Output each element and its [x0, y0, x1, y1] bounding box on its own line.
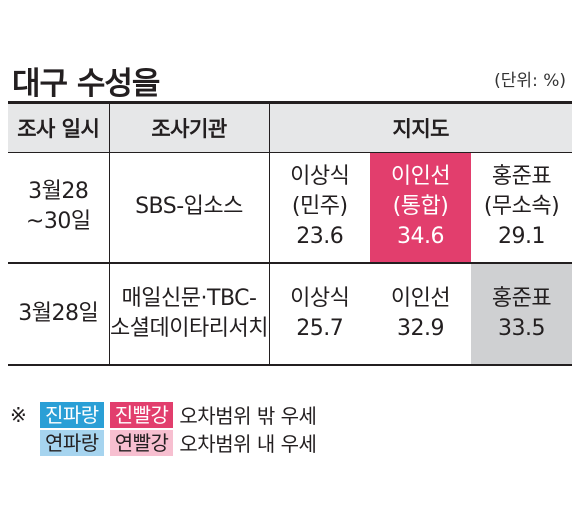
legend-line-outside-margin: ※ 진파랑 진빨강 오차범위 밖 우세 — [10, 400, 317, 429]
table-header-row: 조사 일시 조사기관 지지도 — [8, 102, 573, 153]
candidate-cell: 이상식 25.7 — [268, 262, 370, 365]
legend-badge-light-red: 연빨강 — [109, 429, 174, 456]
candidate-name: 홍준표 — [491, 164, 552, 190]
legend-line-within-margin: 연파랑 연빨강 오차범위 내 우세 — [10, 428, 317, 457]
candidate-value: 34.6 — [397, 224, 444, 250]
legend-badge-dark-blue: 진파랑 — [40, 401, 104, 428]
candidate-value: 29.1 — [498, 224, 545, 250]
candidate-name: 이인선 — [390, 164, 451, 190]
row-date: 3월28 ~30일 — [25, 179, 91, 235]
legend-text: 오차범위 밖 우세 — [179, 404, 317, 428]
candidate-cell: 이인선 32.9 — [370, 263, 471, 365]
legend-badge-light-blue: 연파랑 — [40, 429, 104, 456]
legend-badge-dark-red: 진빨강 — [109, 401, 174, 428]
header-survey-agency: 조사기관 — [108, 102, 269, 153]
candidate-value: 23.6 — [296, 224, 344, 250]
unit-label: (단위: %) — [494, 71, 566, 91]
candidate-party: (민주) — [291, 194, 348, 220]
candidate-name: 이상식 — [290, 285, 350, 311]
chart-title: 대구 수성을 — [12, 66, 160, 102]
row-agency: 매일신문·TBC- 소셜데이타리서치 — [108, 262, 269, 365]
candidate-value: 32.9 — [397, 315, 444, 341]
candidate-name: 이상식 — [290, 164, 350, 190]
candidate-name: 홍준표 — [491, 285, 552, 311]
candidate-cell-highlighted: 이인선 (통합) 34.6 — [370, 152, 471, 263]
header-support-rate: 지지도 — [268, 102, 573, 153]
table-row: 3월28 ~30일 SBS-입소스 이상식 (민주) 23.6 이인선 (통합)… — [8, 152, 573, 263]
note-mark: ※ — [10, 402, 27, 427]
candidate-name: 이인선 — [390, 285, 451, 311]
poll-table: 조사 일시 조사기관 지지도 3월28 ~30일 SBS-입소스 이상식 (민주… — [8, 101, 573, 366]
candidate-cell: 이상식 (민주) 23.6 — [268, 152, 370, 263]
candidate-party: (무소속) — [483, 194, 560, 220]
table-row: 3월28일 매일신문·TBC- 소셜데이타리서치 이상식 25.7 이인선 32… — [8, 262, 573, 365]
header-survey-date: 조사 일시 — [17, 117, 100, 141]
candidate-cell-highlighted: 홍준표 33.5 — [471, 262, 573, 365]
candidate-cell: 홍준표 (무소속) 29.1 — [471, 153, 572, 263]
row-agency: SBS-입소스 — [108, 152, 269, 263]
candidate-party: (통합) — [392, 194, 449, 220]
legend-text: 오차범위 내 우세 — [179, 432, 317, 456]
candidate-value: 33.5 — [498, 315, 545, 341]
candidate-value: 25.7 — [296, 315, 344, 341]
row-date: 3월28일 — [18, 300, 99, 326]
